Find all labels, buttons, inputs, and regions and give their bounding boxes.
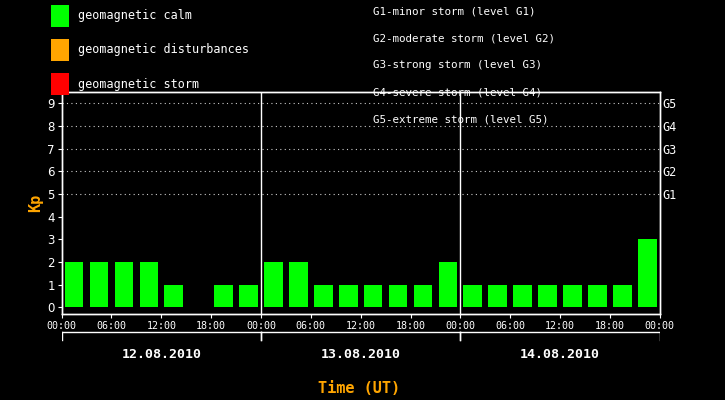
Text: G4-severe storm (level G4): G4-severe storm (level G4) xyxy=(373,88,542,98)
Bar xyxy=(215,284,233,307)
Text: geomagnetic storm: geomagnetic storm xyxy=(78,78,199,90)
Text: geomagnetic calm: geomagnetic calm xyxy=(78,10,191,22)
Bar xyxy=(139,262,158,307)
Bar xyxy=(264,262,283,307)
Bar xyxy=(115,262,133,307)
Y-axis label: Kp: Kp xyxy=(28,194,43,212)
Bar xyxy=(239,284,258,307)
Text: G3-strong storm (level G3): G3-strong storm (level G3) xyxy=(373,60,542,70)
Text: geomagnetic disturbances: geomagnetic disturbances xyxy=(78,44,249,56)
Text: 12.08.2010: 12.08.2010 xyxy=(121,348,202,361)
Bar xyxy=(588,284,607,307)
Bar xyxy=(538,284,557,307)
Text: G5-extreme storm (level G5): G5-extreme storm (level G5) xyxy=(373,115,549,125)
Text: Time (UT): Time (UT) xyxy=(318,381,400,396)
Bar xyxy=(439,262,457,307)
Text: 14.08.2010: 14.08.2010 xyxy=(520,348,600,361)
Text: G1-minor storm (level G1): G1-minor storm (level G1) xyxy=(373,6,536,16)
Bar xyxy=(489,284,507,307)
Bar xyxy=(90,262,108,307)
Bar xyxy=(314,284,333,307)
Text: G2-moderate storm (level G2): G2-moderate storm (level G2) xyxy=(373,33,555,43)
Bar xyxy=(339,284,357,307)
Bar xyxy=(463,284,482,307)
Text: 13.08.2010: 13.08.2010 xyxy=(320,348,401,361)
Bar xyxy=(65,262,83,307)
Bar xyxy=(289,262,307,307)
Bar xyxy=(638,239,657,307)
Bar xyxy=(165,284,183,307)
Bar xyxy=(414,284,432,307)
Bar xyxy=(563,284,582,307)
Bar xyxy=(389,284,407,307)
Bar xyxy=(364,284,383,307)
Bar xyxy=(613,284,631,307)
Bar xyxy=(513,284,532,307)
